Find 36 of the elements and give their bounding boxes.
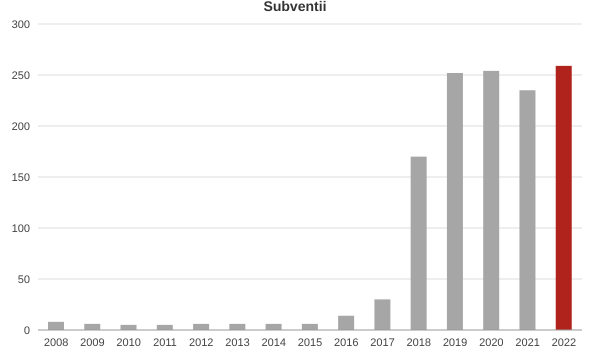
x-tick-label: 2020 (479, 336, 504, 349)
bar (338, 316, 354, 330)
y-tick-label: 100 (12, 222, 30, 235)
bar (48, 322, 64, 330)
x-tick-label: 2019 (442, 336, 468, 349)
y-tick-label: 300 (12, 18, 30, 31)
x-tick-label: 2018 (406, 336, 432, 349)
x-tick-label: 2008 (44, 336, 68, 349)
chart-title: Subventii (262, 0, 328, 14)
bar (193, 324, 210, 330)
bar (483, 70, 500, 330)
bar (84, 324, 100, 330)
x-tick-label: 2017 (370, 336, 395, 349)
bar (446, 72, 463, 330)
x-tick-label: 2021 (515, 336, 540, 349)
bar (302, 324, 318, 330)
x-tick-label: 2012 (188, 336, 214, 349)
bar (374, 299, 390, 330)
bar (229, 324, 246, 330)
x-tick-label: 2013 (225, 336, 250, 349)
bar (410, 156, 427, 330)
bar (556, 66, 572, 330)
y-tick-label: 250 (12, 70, 30, 82)
x-tick-label: 2014 (261, 336, 286, 349)
x-tick-label: 2022 (552, 336, 576, 349)
y-tick-label: 200 (12, 120, 30, 133)
y-tick-label: 50 (18, 274, 30, 286)
x-tick-label: 2015 (298, 336, 322, 349)
y-tick-label: 150 (12, 172, 30, 184)
bar (266, 324, 282, 330)
x-tick-label: 2010 (116, 336, 141, 349)
x-tick-label: 2011 (153, 336, 177, 349)
x-tick-label: 2016 (334, 336, 359, 349)
y-tick-label: 0 (24, 324, 30, 337)
bar (519, 90, 536, 330)
x-tick-label: 2009 (80, 336, 105, 349)
